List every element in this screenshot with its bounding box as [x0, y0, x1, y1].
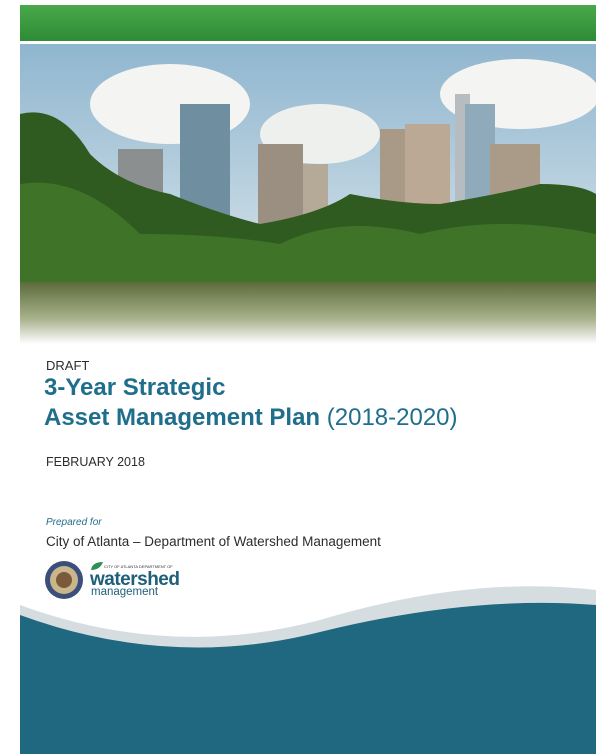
title-line: 3-Year Strategic	[44, 374, 226, 401]
top-bar	[20, 5, 596, 41]
date: FEBRUARY 2018	[46, 455, 145, 469]
prepared-label: Prepared for	[46, 517, 102, 528]
city-seal	[45, 561, 83, 599]
logo-small-text: CITY OF ATLANTA DEPARTMENT OF	[104, 564, 173, 569]
skyline-photo	[20, 44, 596, 344]
client-name: City of Atlanta – Department of Watershe…	[46, 534, 381, 549]
logo-icon	[91, 562, 103, 570]
title-line: Asset Management Plan	[44, 404, 321, 431]
logo-name: watershed	[90, 569, 180, 590]
logo-sub: management	[91, 586, 159, 598]
title-line: Asset Management Plan (2018-2020)	[44, 404, 458, 432]
bottom-wave	[20, 586, 596, 754]
title-years: (2018-2020)	[326, 404, 458, 431]
draft-label: DRAFT	[46, 358, 90, 373]
